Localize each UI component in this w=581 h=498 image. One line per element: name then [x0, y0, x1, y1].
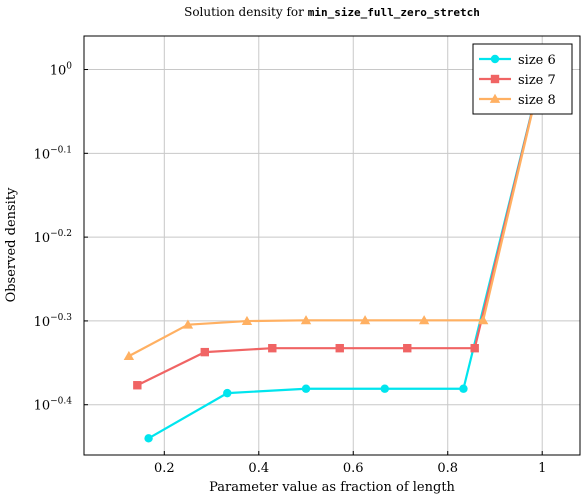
data-point: [123, 350, 135, 361]
data-point: [241, 315, 253, 325]
x-tick-label: 0.4: [248, 461, 269, 476]
y-tick-exponent: −0.4: [50, 397, 72, 407]
data-point: [418, 315, 430, 325]
data-point: [380, 384, 389, 393]
data-point: [268, 343, 277, 353]
y-tick-exponent: −0.3: [50, 313, 72, 323]
y-tick-base: 10: [34, 147, 51, 162]
x-tick-label: 1: [538, 461, 546, 476]
y-tick-base: 10: [34, 315, 51, 330]
chart-title: Solution density for min_size_full_zero_…: [184, 5, 480, 19]
legend-item: size 8: [479, 93, 556, 108]
chart-title-text: Solution density for: [184, 5, 308, 19]
series-line: [136, 69, 544, 387]
x-tick-label: 0.8: [437, 461, 458, 476]
legend-marker: [490, 54, 500, 64]
data-point: [335, 343, 344, 353]
y-axis-label: Observed density: [4, 187, 19, 302]
data-point: [403, 343, 412, 353]
data-point: [477, 315, 489, 325]
y-tick-exponent: −0.1: [50, 145, 72, 155]
x-tick-label: 0.6: [343, 461, 364, 476]
legend-label: size 7: [518, 73, 556, 88]
legend: size 6 size 7 size 8: [472, 43, 573, 115]
data-point: [182, 319, 194, 329]
x-axis-label: Parameter value as fraction of length: [209, 480, 455, 495]
plot-frame: [83, 35, 581, 456]
legend-label: size 6: [518, 53, 556, 68]
data-point: [301, 384, 311, 393]
series-size-8: [123, 64, 548, 361]
data-point: [470, 343, 479, 353]
data-point: [359, 315, 371, 325]
data-point: [459, 384, 468, 393]
y-tick-base: 10: [50, 64, 67, 79]
data-point: [200, 347, 209, 357]
legend-marker: [490, 74, 500, 84]
y-tick-label: 10−0.3: [34, 313, 73, 330]
series-line: [148, 69, 544, 440]
series-line: [128, 69, 544, 358]
legend-marker: [489, 93, 501, 103]
y-tick-exponent: −0.2: [50, 229, 72, 239]
data-point: [300, 315, 312, 325]
chart-title-code: min_size_full_zero_stretch: [308, 6, 480, 19]
y-tick-base: 10: [34, 231, 51, 246]
y-tick-base: 10: [34, 399, 51, 414]
legend-box: [472, 43, 573, 115]
data-point: [144, 434, 153, 443]
y-tick-label: 10−0.2: [34, 229, 72, 246]
legend-item: size 7: [479, 73, 556, 88]
y-tick-label: 100: [50, 62, 73, 79]
x-tick-label: 0.2: [154, 461, 175, 476]
y-tick-exponent: 0: [66, 62, 72, 72]
legend-item: size 6: [479, 53, 556, 68]
y-tick-label: 10−0.1: [34, 145, 72, 162]
data-point: [133, 381, 142, 390]
legend-label: size 8: [518, 93, 556, 108]
y-tick-label: 10−0.4: [34, 397, 73, 414]
series-size-6: [144, 65, 547, 443]
data-point: [223, 388, 232, 398]
series-layer: [123, 64, 548, 443]
